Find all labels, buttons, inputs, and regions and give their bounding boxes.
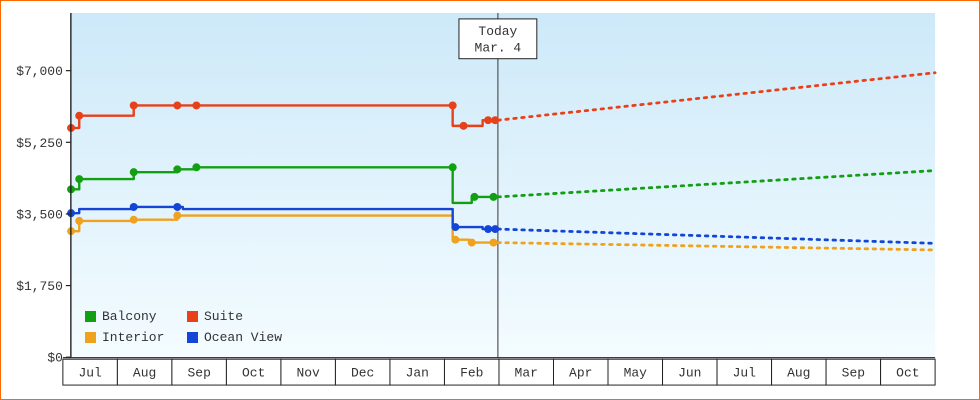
series-marker-suite [173,101,182,110]
series-marker-suite [484,116,493,125]
legend-swatch-interior-icon [85,332,96,343]
y-axis-tick-label: $0 [47,351,63,366]
series-marker-interior [467,238,476,247]
series-marker-balcony [448,163,457,172]
series-projection-suite [496,71,937,122]
month-cell [553,358,609,386]
month-label: Jul [733,366,757,381]
series-projection-interior [496,241,937,252]
series-marker-suite [459,121,468,130]
month-label: Jan [406,366,429,381]
series-marker-ocean-view [491,225,500,234]
series-marker-suite [448,101,457,110]
series-marker-ocean-view [484,225,493,234]
series-marker-balcony [489,192,498,201]
month-cell [116,358,173,386]
series-marker-suite [75,111,84,120]
month-label: Aug [133,366,156,381]
month-label: Sep [188,366,211,381]
month-cell [171,358,227,386]
month-label: Dec [351,366,374,381]
month-label: Oct [242,366,265,381]
month-cell [880,358,936,386]
series-marker-interior [129,215,138,224]
legend-label-suite: Suite [204,309,244,324]
series-marker-interior [173,211,182,220]
month-cell [225,358,282,386]
today-label-box [458,18,538,60]
y-axis-tick-label: $1,750 [16,279,63,294]
legend-swatch-balcony-icon [85,311,96,322]
month-label: Mar [515,366,538,381]
legend-item-balcony: Balcony [85,309,187,324]
month-label: Apr [569,366,592,381]
month-label: Nov [297,366,321,381]
chart-legend: Balcony Suite Interior Ocean View [85,309,282,345]
series-marker-balcony [192,163,201,172]
month-cell [662,358,718,386]
series-marker-balcony [129,168,138,177]
series-line-balcony [71,166,498,205]
y-axis-tick-label: $3,500 [16,207,63,222]
month-cell [443,358,500,386]
y-axis-tick-label: $5,250 [16,136,63,151]
series-marker-suite [192,101,201,110]
month-cell [716,358,773,386]
series-marker-interior [489,238,498,247]
series-marker-suite [491,116,500,125]
month-label: Aug [787,366,810,381]
month-cell [607,358,664,386]
month-label: May [624,366,648,381]
month-cell [825,358,882,386]
series-line-suite [71,104,498,130]
series-marker-balcony [75,175,84,184]
series-marker-interior [75,216,84,225]
legend-swatch-suite-icon [187,311,198,322]
month-label: Oct [896,366,919,381]
plot-area [70,12,936,358]
series-marker-balcony [173,165,182,174]
today-label-line1: Today [478,24,517,39]
legend-swatch-ocean-view-icon [187,332,198,343]
month-label: Jul [78,366,102,381]
series-projection-balcony [496,169,937,199]
series-marker-ocean-view [129,202,138,211]
month-cell [62,358,118,386]
y-axis-tick-label: $7,000 [16,64,63,79]
legend-item-interior: Interior [85,330,187,345]
legend-label-interior: Interior [102,330,165,345]
series-marker-suite [129,101,138,110]
today-label-line2: Mar. 4 [475,41,522,56]
legend-label-balcony: Balcony [102,309,157,324]
legend-item-suite: Suite [187,309,282,324]
series-projection-ocean-view [496,227,937,245]
legend-label-ocean-view: Ocean View [204,330,283,345]
series-marker-ocean-view [173,202,182,211]
series-marker-balcony [470,192,479,201]
legend-item-ocean-view: Ocean View [187,330,282,345]
month-label: Sep [842,366,865,381]
month-cell [498,358,554,386]
month-cell [280,358,336,386]
month-label: Feb [460,366,483,381]
series-line-ocean-view [71,205,498,231]
series-marker-interior [451,235,460,244]
month-label: Jun [678,366,701,381]
series-marker-ocean-view [451,223,460,232]
month-cell [389,358,445,386]
